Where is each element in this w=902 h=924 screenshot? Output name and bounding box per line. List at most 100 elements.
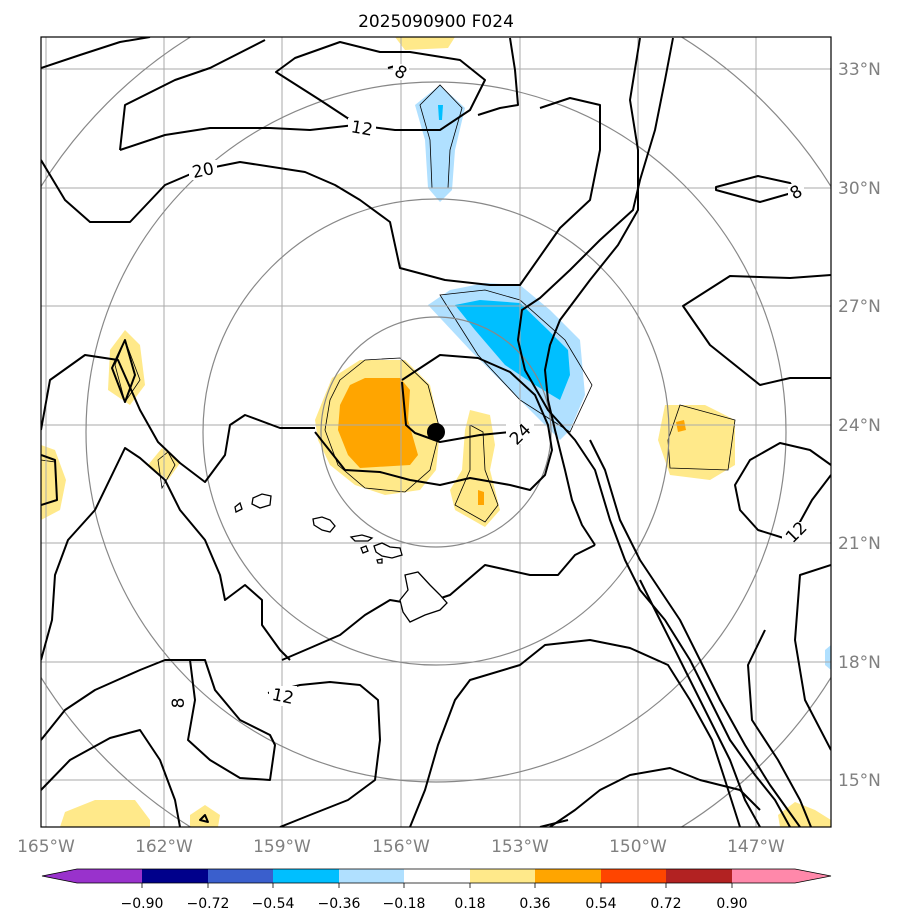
lat-tick-label: 33°N — [838, 60, 881, 80]
warm-anomaly-yellow-sw-1 — [60, 800, 150, 827]
colorbar-segment — [76, 869, 142, 883]
island-kauai — [251, 493, 272, 509]
island-niihau — [234, 501, 243, 513]
warm-anomaly-orange-center — [338, 378, 418, 468]
contour-line-12-north — [119, 39, 266, 151]
colorbar-segment — [339, 869, 404, 883]
contour-line-south-c — [409, 639, 741, 827]
contour-line-south-e — [539, 819, 569, 827]
island-lanai — [360, 545, 369, 554]
contour-line-12-north-b — [119, 41, 486, 151]
storm-center-marker — [427, 423, 445, 441]
lat-tick-label: 27°N — [838, 297, 881, 317]
contour-line-12-ne — [477, 37, 519, 116]
contour-label: 12 — [270, 685, 295, 709]
contour-line-20-west — [41, 354, 315, 483]
colorbar-tick-label: −0.18 — [383, 896, 426, 912]
shaded-field-positive — [41, 37, 831, 827]
lon-tick-label: 147°W — [727, 837, 785, 857]
contour-line-ne-band-3 — [589, 439, 801, 827]
contour-lines — [41, 37, 831, 827]
colorbar-tick-label: −0.54 — [252, 896, 295, 912]
map-plot-area: 12 20 8 8 24 12 12 8 — [41, 37, 831, 827]
warm-anomaly-yellow-south — [450, 410, 500, 527]
contour-line-west-loop — [111, 339, 136, 403]
warm-anomaly-orange-dot-east — [676, 420, 686, 432]
colorbar-tick-label: 0.36 — [519, 896, 550, 912]
colorbar-segment — [732, 869, 796, 883]
contour-line-nw — [41, 37, 151, 69]
lon-tick-label: 153°W — [491, 837, 549, 857]
cold-anomaly-blue-ne — [455, 300, 570, 400]
colorbar-segment — [470, 869, 535, 883]
contour-line-ne-band-1 — [544, 37, 641, 546]
colorbar-tick-label: 0.72 — [650, 896, 681, 912]
contour-line-south-d — [549, 767, 761, 827]
island-big-island — [399, 571, 448, 623]
warm-anomaly-yellow-se — [778, 802, 831, 827]
lat-tick-label: 24°N — [838, 416, 881, 436]
contour-line-east-loop — [682, 274, 831, 386]
colorbar-tick-label: −0.36 — [318, 896, 361, 912]
colorbar-segment — [601, 869, 666, 883]
contour-line-20-outer — [41, 97, 601, 286]
lon-tick-labels: 165°W 162°W 159°W 156°W 153°W 150°W 147°… — [17, 837, 785, 857]
contour-label: 8 — [169, 698, 189, 709]
figure-title: 2025090900 F024 — [358, 12, 514, 32]
contour-line-west-edge — [41, 454, 58, 506]
contour-line-12-east — [734, 442, 831, 541]
lat-tick-labels: 33°N 30°N 27°N 24°N 21°N 18°N 15°N — [838, 60, 881, 791]
contour-line-18n-east — [794, 564, 831, 751]
shaded-field-negative — [415, 85, 831, 670]
warm-anomaly-orange-dot-south — [478, 490, 484, 505]
colorbar-segment — [208, 869, 273, 883]
warm-anomaly-yellow-north — [395, 37, 455, 50]
contour-line-18n-east-b — [747, 629, 812, 827]
contour-line-12-wsw — [41, 447, 291, 661]
lon-tick-label: 150°W — [609, 837, 667, 857]
colorbar-tick-label: 0.54 — [585, 896, 616, 912]
colorbar-tick-label: −0.72 — [187, 896, 230, 912]
island-kahoolawe — [376, 558, 383, 564]
range-rings — [41, 37, 831, 827]
contour-line-ne-band-4 — [639, 579, 761, 827]
colorbar-tick-label: 0.90 — [716, 896, 747, 912]
lon-tick-label: 159°W — [253, 837, 311, 857]
colorbar-segment — [42, 869, 77, 883]
contour-labels: 12 20 8 8 24 12 12 8 — [169, 61, 811, 711]
contour-line-12-south — [267, 681, 381, 827]
lat-tick-label: 18°N — [838, 653, 881, 673]
cold-anomaly-blue-north — [438, 105, 443, 120]
colorbar-segment — [273, 869, 339, 883]
lon-tick-label: 162°W — [135, 837, 193, 857]
lon-tick-label: 156°W — [372, 837, 430, 857]
coastlines-hawaii — [234, 493, 448, 623]
contour-line-ne-band-2 — [517, 37, 791, 827]
map-frame — [40, 36, 832, 828]
lat-tick-label: 21°N — [838, 534, 881, 554]
colorbar-segment — [666, 869, 732, 883]
cold-anomaly-lightblue-north — [415, 85, 465, 202]
colorbar-tick-label: −0.90 — [121, 896, 164, 912]
contour-line-sw-3 — [199, 814, 209, 823]
contour-label: 20 — [191, 159, 216, 183]
contour-line-24 — [401, 381, 511, 443]
cold-anomaly-lightblue-east-edge — [825, 645, 831, 670]
contour-label: 12 — [349, 117, 374, 140]
warm-anomaly-yellow-west-edge — [41, 445, 66, 520]
contour-line-sw-1 — [41, 659, 190, 741]
lon-tick-label: 165°W — [17, 837, 75, 857]
contour-line-south-loop — [187, 659, 276, 781]
island-molokai — [349, 534, 374, 542]
colorbar-segment — [535, 869, 601, 883]
colorbar-segment — [404, 869, 470, 883]
lat-tick-label: 30°N — [838, 179, 881, 199]
island-maui — [373, 542, 403, 559]
lat-tick-label: 15°N — [838, 771, 881, 791]
colorbar-outline — [41, 868, 832, 884]
colorbar-segment — [795, 869, 831, 883]
colorbar-segment — [142, 869, 208, 883]
colorbar: −0.90 −0.72 −0.54 −0.36 −0.18 0.18 0.36 … — [41, 868, 832, 912]
colorbar-tick-label: 0.18 — [454, 896, 485, 912]
